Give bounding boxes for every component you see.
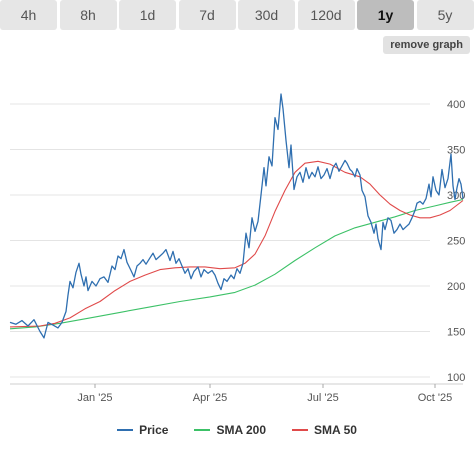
x-tick-label: Jan '25 (77, 392, 112, 404)
series-line-sma-200 (9, 198, 464, 330)
tab-1y[interactable]: 1y (357, 0, 414, 30)
x-tick-label: Apr '25 (193, 392, 228, 404)
tab-5y[interactable]: 5y (416, 0, 474, 30)
legend-item-price[interactable]: Price (117, 423, 168, 437)
legend-label: SMA 50 (314, 423, 357, 437)
series-line-sma-50 (9, 160, 464, 328)
tab-7d[interactable]: 7d (178, 0, 236, 30)
legend-label: SMA 200 (216, 423, 267, 437)
y-tick-label: 350 (447, 145, 465, 157)
y-tick-label: 400 (447, 99, 465, 111)
series-line-price (9, 93, 464, 339)
legend-swatch (194, 429, 211, 431)
tab-120d[interactable]: 120d (297, 0, 355, 30)
y-tick-label: 100 (447, 372, 465, 384)
price-chart: 100 150 200 250 300 350 400 Jan '25 Apr '25 Jul '… (0, 58, 474, 418)
tab-4h[interactable]: 4h (0, 0, 57, 30)
legend-swatch (117, 429, 134, 431)
y-tick-label: 250 (447, 236, 465, 248)
tab-8h[interactable]: 8h (59, 0, 117, 30)
timeframe-tabs: 4h 8h 1d 7d 30d 120d 1y 5y (0, 0, 474, 30)
legend-label: Price (139, 423, 169, 437)
chart-legend: Price SMA 200 SMA 50 (0, 420, 474, 440)
x-tick-label: Jul '25 (307, 392, 338, 404)
legend-swatch (292, 429, 309, 431)
remove-graph-button[interactable]: remove graph (383, 36, 470, 54)
x-tick-label: Oct '25 (418, 392, 453, 404)
legend-item-sma-50[interactable]: SMA 50 (292, 423, 357, 437)
legend-item-sma-200[interactable]: SMA 200 (194, 423, 266, 437)
tab-1d[interactable]: 1d (119, 0, 176, 30)
y-tick-label: 200 (447, 281, 465, 293)
tab-30d[interactable]: 30d (238, 0, 295, 30)
y-tick-label: 150 (447, 327, 465, 339)
